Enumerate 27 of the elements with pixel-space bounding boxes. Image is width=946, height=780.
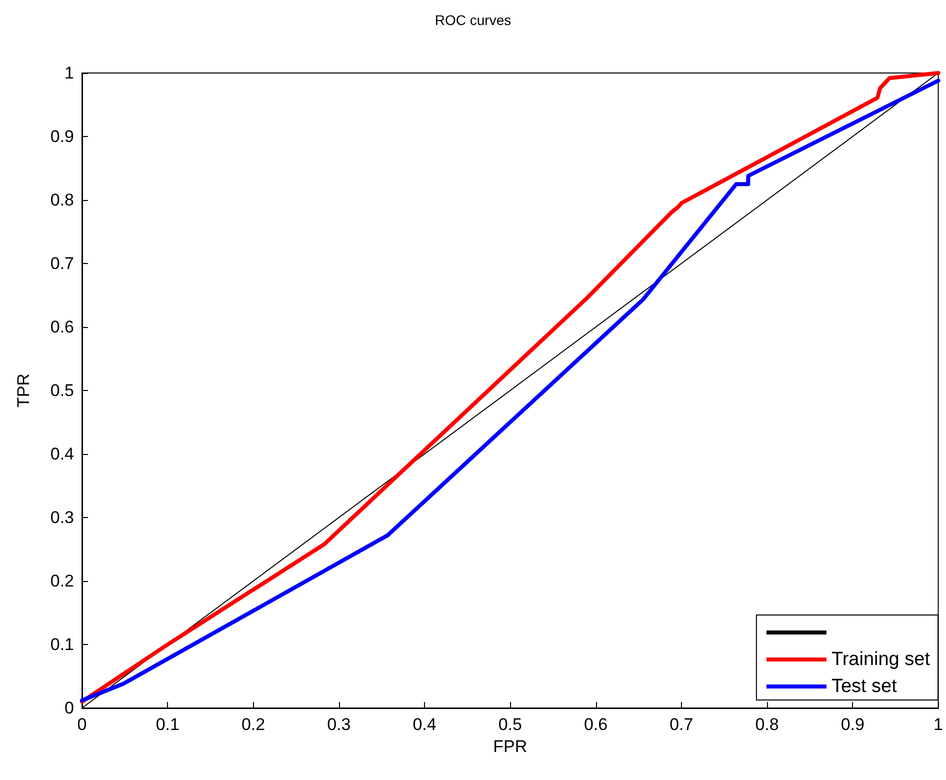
y-tick-label: 0.5: [50, 381, 74, 400]
x-tick-label: 0.9: [840, 715, 864, 734]
y-tick-label: 0.9: [50, 127, 74, 146]
x-tick-label: 0.3: [327, 715, 351, 734]
y-tick-label: 0.6: [50, 318, 74, 336]
chart-title: ROC curves: [434, 12, 512, 28]
y-tick-label: 0.8: [50, 190, 74, 210]
x-axis-title: FPR: [493, 736, 528, 756]
x-tick-label: 0.8: [755, 715, 779, 734]
x-tick-label: 1: [934, 715, 944, 734]
y-tick-label: 0: [64, 698, 74, 718]
x-tick-label: 0.6: [584, 715, 608, 734]
x-tick-label: 0.2: [241, 715, 266, 734]
x-tick-label: 0.5: [498, 715, 522, 734]
y-axis-title: TPR: [14, 374, 33, 408]
y-tick-label: 0.3: [50, 508, 74, 527]
x-tick-label: 0.7: [670, 715, 694, 734]
y-tick-label: 0.2: [50, 572, 74, 590]
y-tick-label: 1: [64, 64, 74, 82]
legend-label: Test set: [831, 676, 898, 697]
x-tick-label: 0.4: [412, 715, 436, 734]
y-tick-label: 0.1: [50, 635, 74, 654]
y-tick-label: 0.7: [50, 254, 74, 273]
y-tick-label: 0.4: [50, 444, 74, 464]
legend-label: Training set: [831, 649, 931, 670]
x-tick-label: 0.1: [156, 715, 180, 734]
x-tick-label: 0: [77, 715, 87, 734]
